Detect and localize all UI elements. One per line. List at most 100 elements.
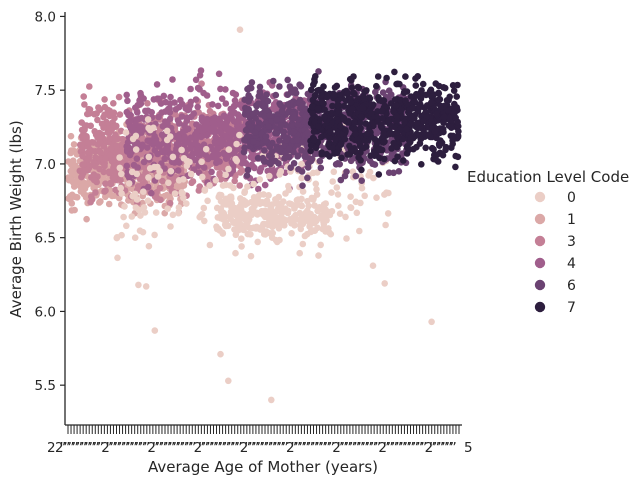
scatter-point (65, 174, 72, 181)
scatter-point (189, 178, 197, 185)
scatter-point (247, 153, 254, 161)
scatter-point (284, 91, 292, 98)
legend-marker (534, 191, 546, 203)
x-tick-label: ” (345, 440, 352, 456)
scatter-point (385, 117, 392, 124)
scatter-point (86, 146, 93, 153)
y-axis-title: Average Birth Weight (lbs) (7, 120, 25, 317)
scatter-point (92, 189, 99, 196)
scatter-point (263, 91, 270, 99)
scatter-point (297, 83, 305, 90)
scatter-point (238, 159, 246, 167)
scatter-point (126, 144, 133, 152)
scatter-point (126, 151, 134, 159)
scatter-point (244, 107, 252, 114)
scatter-point (151, 147, 159, 154)
scatter-point (452, 163, 459, 171)
scatter-point (395, 168, 403, 175)
x-tick-label: ” (383, 440, 390, 456)
scatter-point (356, 227, 363, 235)
scatter-point (336, 91, 343, 98)
scatter-point (156, 167, 163, 175)
scatter-point (294, 152, 302, 159)
x-tick-label-first: 2 (47, 440, 56, 456)
x-tick-label: 2 (55, 440, 64, 456)
scatter-point (400, 157, 407, 164)
scatter-point (217, 85, 224, 93)
scatter-point (102, 180, 109, 187)
scatter-point (279, 128, 287, 135)
scatter-point (159, 177, 166, 185)
scatter-point (317, 241, 325, 249)
scatter-point (124, 97, 131, 105)
scatter-point (208, 168, 215, 176)
scatter-point (192, 76, 200, 84)
scatter-point (318, 98, 326, 106)
scatter-point (266, 112, 274, 119)
scatter-point (347, 204, 354, 211)
scatter-point (118, 170, 125, 178)
scatter-point (183, 162, 191, 170)
scatter-point (254, 238, 261, 246)
scatter-point (279, 108, 286, 116)
scatter-point (129, 135, 137, 143)
scatter-point (445, 107, 452, 114)
scatter-point (334, 102, 342, 109)
scatter-point (147, 126, 154, 134)
scatter-point (276, 100, 284, 107)
scatter-point (255, 192, 262, 200)
x-tick-label: ” (160, 440, 167, 456)
x-tick-label: ” (416, 440, 423, 456)
scatter-point (236, 225, 244, 233)
y-axis-ticks: 5.5 6.0 6.5 7.0 7.5 8.0 (35, 9, 65, 394)
scatter-point (256, 168, 264, 175)
scatter-point (398, 106, 405, 114)
x-tick-label: ” (437, 440, 444, 456)
scatter-point (146, 137, 153, 145)
scatter-point (343, 235, 350, 242)
scatter-point (335, 202, 342, 209)
x-tick-label: ” (294, 440, 301, 456)
scatter-point (113, 234, 121, 242)
x-tick-label-last: 5 (464, 440, 473, 456)
scatter-point (449, 140, 457, 148)
scatter-point (329, 178, 337, 185)
scatter-point (222, 195, 230, 203)
scatter-point (315, 68, 322, 75)
scatter-point (164, 120, 171, 127)
scatter-point (312, 180, 320, 188)
scatter-point (116, 111, 124, 118)
scatter-point (241, 188, 249, 195)
scatter-point (440, 119, 447, 127)
scatter-point (361, 88, 369, 95)
scatter-point (311, 202, 318, 209)
scatter-point (373, 82, 380, 90)
scatter-point (209, 124, 217, 131)
scatter-point (175, 209, 182, 217)
scatter-point (312, 73, 319, 80)
x-tick-label: ” (362, 440, 369, 456)
scatter-point (245, 98, 252, 105)
scatter-point (169, 211, 177, 219)
scatter-point (123, 162, 131, 170)
scatter-point (92, 163, 99, 170)
scatter-point (167, 167, 175, 175)
scatter-point (276, 236, 283, 244)
scatter-point (110, 109, 118, 116)
scatter-point (177, 184, 185, 191)
scatter-point (219, 230, 227, 237)
scatter-point (307, 142, 315, 149)
scatter-point (342, 213, 349, 221)
scatter-point (293, 136, 301, 144)
scatter-point (232, 231, 240, 239)
scatter-point (402, 73, 409, 80)
scatter-point (77, 183, 84, 190)
scatter-point (125, 180, 133, 187)
scatter-point (145, 174, 152, 181)
scatter-point (315, 123, 322, 130)
scatter-point (236, 210, 243, 217)
scatter-point (163, 136, 171, 144)
scatter-point (243, 172, 251, 179)
scatter-point (326, 153, 333, 160)
scatter-point (247, 231, 254, 238)
